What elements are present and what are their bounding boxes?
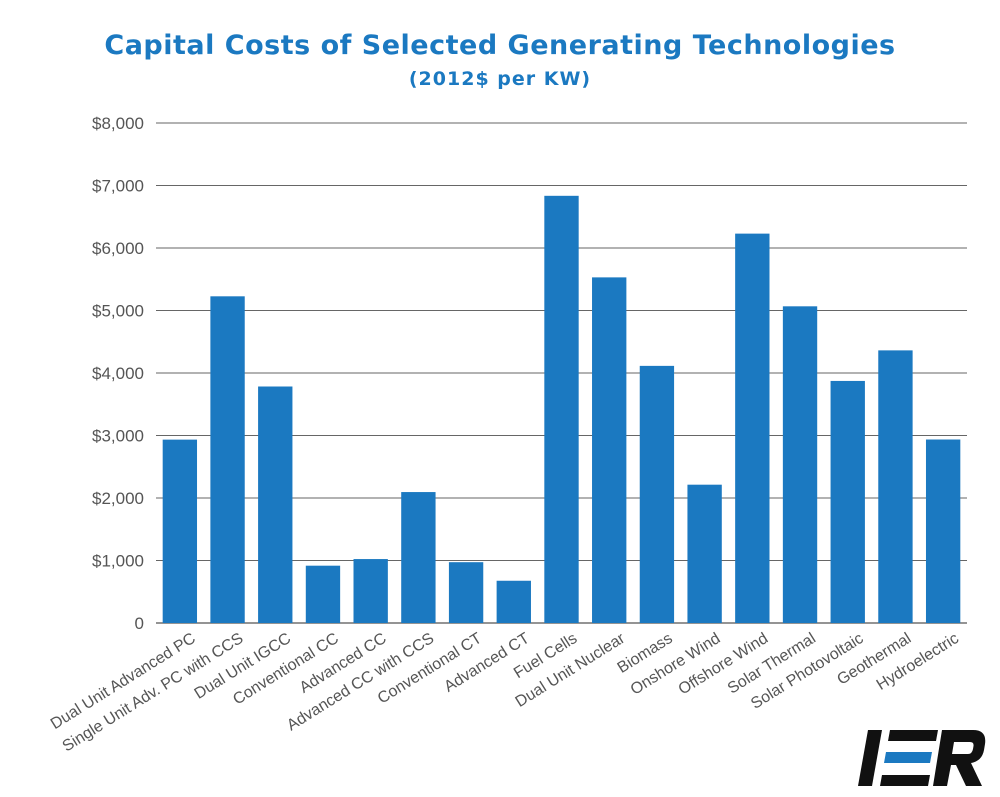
x-tick-label: Hydroelectric	[874, 630, 962, 694]
bar	[783, 306, 817, 623]
y-axis-ticks: 0 $1,000 $2,000 $3,000 $4,000 $5,000 $6,000 $7,…	[92, 114, 144, 633]
bar	[497, 581, 531, 623]
bar	[878, 350, 912, 623]
ier-logo	[858, 728, 988, 788]
y-tick-label: $5,000	[92, 302, 144, 321]
bar	[831, 381, 865, 623]
y-tick-label: $6,000	[92, 239, 144, 258]
y-tick-label: $2,000	[92, 489, 144, 508]
bar	[640, 366, 674, 623]
bar	[926, 440, 960, 624]
y-tick-label: $4,000	[92, 364, 144, 383]
bar	[449, 562, 483, 623]
bar	[163, 440, 197, 623]
bar	[210, 296, 244, 623]
bar	[735, 234, 769, 623]
bar	[401, 492, 435, 623]
bar	[258, 387, 292, 624]
y-tick-label: $3,000	[92, 427, 144, 446]
y-tick-label: $7,000	[92, 177, 144, 196]
bar	[687, 485, 721, 623]
bars	[163, 196, 961, 623]
bar	[592, 277, 626, 623]
bar	[306, 566, 340, 623]
bar-chart: 0 $1,000 $2,000 $3,000 $4,000 $5,000 $6,000 $7,…	[0, 0, 1000, 797]
bar	[544, 196, 578, 623]
y-tick-label: $8,000	[92, 114, 144, 133]
y-tick-label: $1,000	[92, 552, 144, 571]
bar	[354, 559, 388, 623]
y-tick-label: 0	[135, 614, 144, 633]
